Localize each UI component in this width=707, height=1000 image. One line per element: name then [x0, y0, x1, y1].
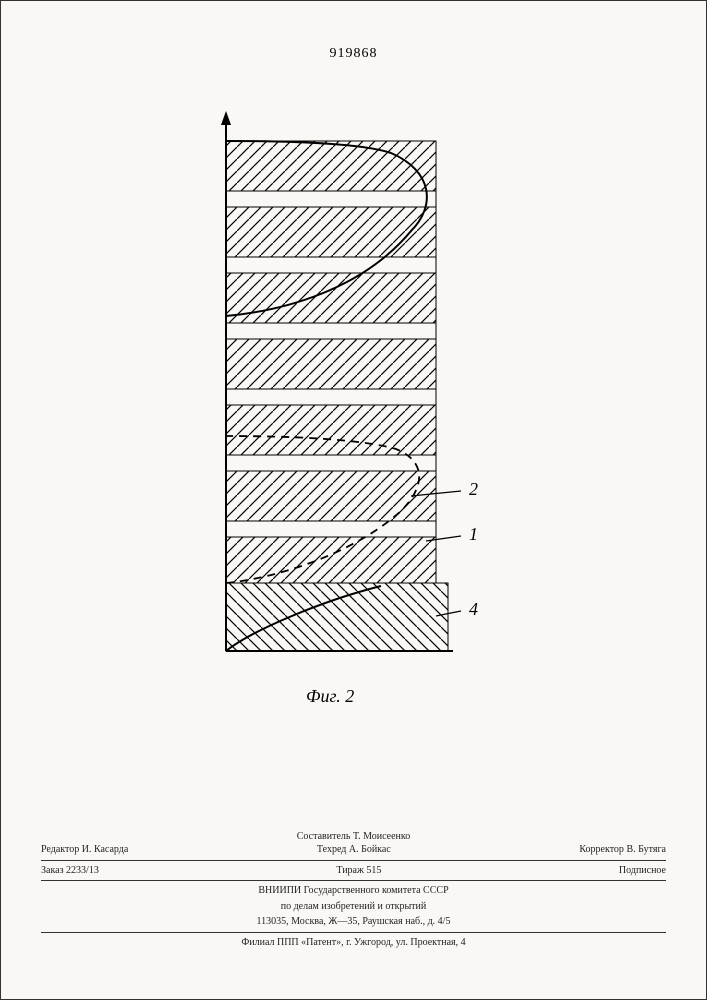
footer: Составитель Т. Моисеенко Редактор И. Кас… [41, 828, 666, 950]
annotation-4: 4 [469, 599, 478, 619]
figure: 2 1 4 [201, 111, 511, 681]
composer-label: Составитель [297, 831, 351, 842]
divider [41, 932, 666, 933]
annotation-2: 2 [469, 479, 478, 499]
addr-1: 113035, Москва, Ж—35, Раушская наб., д. … [41, 915, 666, 929]
page: 919868 [0, 0, 707, 1000]
bands [226, 141, 448, 651]
divider [41, 880, 666, 881]
editor: Редактор И. Касарда [41, 843, 128, 857]
org-line-1: ВНИИПИ Государственного комитета СССР [41, 884, 666, 898]
techred: Техред А. Бойкас [317, 843, 391, 857]
document-number: 919868 [330, 46, 378, 62]
sub: Подписное [619, 864, 666, 878]
addr-2: Филиал ППП «Патент», г. Ужгород, ул. Про… [41, 936, 666, 950]
axis-arrow-icon [221, 111, 231, 125]
divider [41, 860, 666, 861]
order: Заказ 2233/13 [41, 864, 99, 878]
figure-label: Фиг. 2 [306, 686, 354, 707]
tirazh: Тираж 515 [336, 864, 381, 878]
composer-name: Т. Моисеенко [353, 831, 410, 842]
figure-svg: 2 1 4 [201, 111, 511, 681]
org-line-2: по делам изобретений и открытий [41, 900, 666, 914]
annotation-1: 1 [469, 524, 478, 544]
corrector: Корректор В. Бутяга [579, 843, 666, 857]
